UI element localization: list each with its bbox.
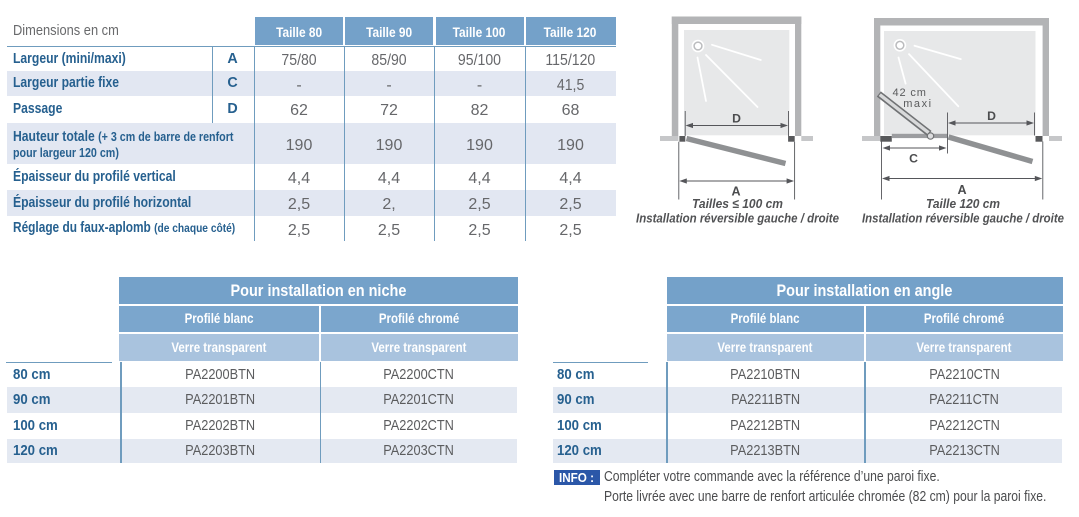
svg-text:Tailles ≤ 100 cm: Tailles ≤ 100 cm (692, 196, 783, 211)
svg-text:42 cm: 42 cm (893, 87, 926, 99)
svg-text:Installation réversible gauche: Installation réversible gauche / droite (636, 210, 839, 225)
svg-text:Taille 120 cm: Taille 120 cm (926, 196, 1000, 211)
svg-text:C: C (909, 151, 918, 165)
svg-text:A: A (957, 183, 966, 197)
svg-text:maxi: maxi (903, 98, 931, 110)
svg-text:Installation réversible gauche: Installation réversible gauche / droite (862, 210, 1064, 225)
svg-text:D: D (987, 109, 996, 123)
svg-text:D: D (732, 111, 741, 125)
svg-text:A: A (731, 185, 740, 199)
